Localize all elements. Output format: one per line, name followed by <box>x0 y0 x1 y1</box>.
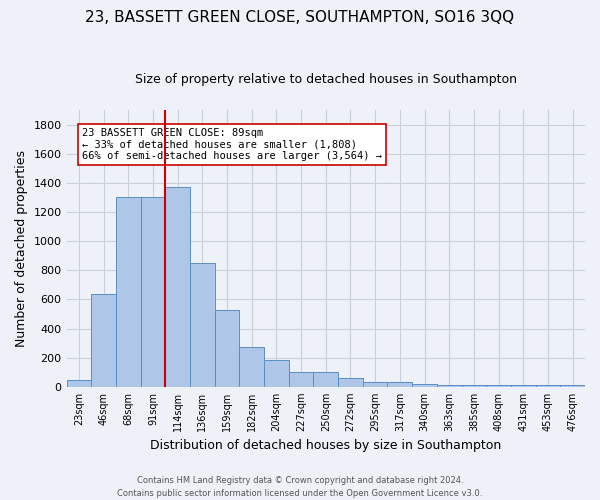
Y-axis label: Number of detached properties: Number of detached properties <box>15 150 28 347</box>
Bar <box>363 382 388 387</box>
Bar <box>264 360 289 387</box>
Bar <box>190 264 215 387</box>
Bar <box>91 294 116 387</box>
Bar <box>486 386 511 387</box>
Bar <box>461 385 486 387</box>
Bar <box>116 197 140 387</box>
Bar <box>511 386 536 387</box>
Text: Contains HM Land Registry data © Crown copyright and database right 2024.
Contai: Contains HM Land Registry data © Crown c… <box>118 476 482 498</box>
Bar <box>289 372 313 387</box>
Bar <box>536 386 560 387</box>
Text: 23 BASSETT GREEN CLOSE: 89sqm
← 33% of detached houses are smaller (1,808)
66% o: 23 BASSETT GREEN CLOSE: 89sqm ← 33% of d… <box>82 128 382 161</box>
Bar <box>388 382 412 387</box>
Bar <box>165 188 190 387</box>
Bar <box>239 347 264 387</box>
Bar <box>140 197 165 387</box>
Bar <box>338 378 363 387</box>
Text: 23, BASSETT GREEN CLOSE, SOUTHAMPTON, SO16 3QQ: 23, BASSETT GREEN CLOSE, SOUTHAMPTON, SO… <box>85 10 515 25</box>
Bar <box>67 380 91 387</box>
Bar <box>215 310 239 387</box>
Bar <box>560 386 585 387</box>
Bar <box>313 372 338 387</box>
X-axis label: Distribution of detached houses by size in Southampton: Distribution of detached houses by size … <box>150 440 502 452</box>
Bar <box>412 384 437 387</box>
Bar <box>437 385 461 387</box>
Title: Size of property relative to detached houses in Southampton: Size of property relative to detached ho… <box>135 72 517 86</box>
